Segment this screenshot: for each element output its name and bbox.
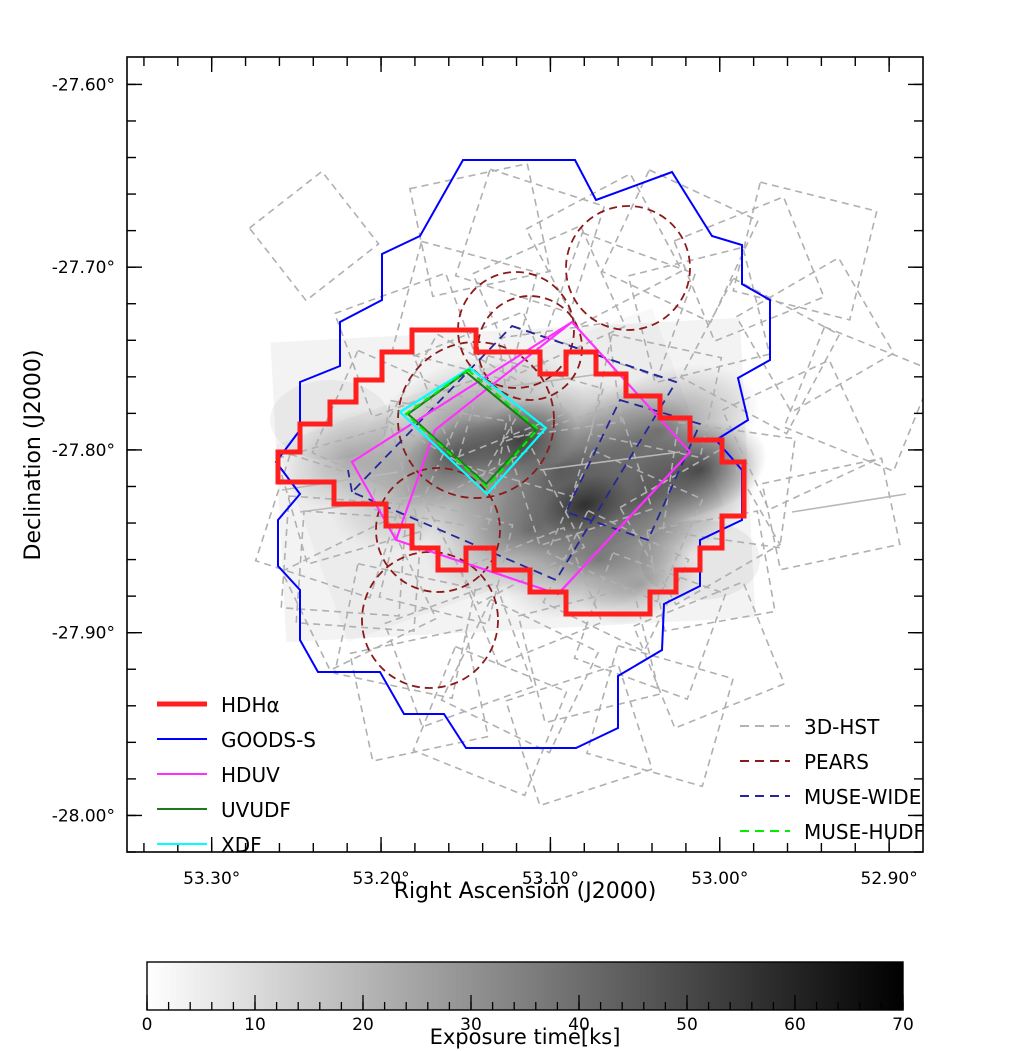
3dhst-footprints <box>248 162 923 807</box>
legend-left: HDHα GOODS-S HDUV UVUDF XDF <box>157 693 316 857</box>
colorbar: 0 10 20 30 40 50 60 70 Exposure time[ks] <box>142 961 914 1049</box>
legend-right-item: 3D-HST <box>740 715 880 739</box>
colorbar-title: Exposure time[ks] <box>430 1025 621 1049</box>
plot-content <box>248 159 923 807</box>
y-tick-label: -27.70° <box>52 258 115 278</box>
legend-label: GOODS-S <box>221 728 316 752</box>
colorbar-tick-label: 50 <box>676 1015 698 1035</box>
legend-label: XDF <box>221 833 262 857</box>
hdha-footprint <box>275 327 747 617</box>
x-axis-title: Right Ascension (J2000) <box>394 879 657 904</box>
legend-left-item: XDF <box>157 833 262 857</box>
colorbar-tick-label: 20 <box>352 1015 374 1035</box>
colorbar-tick-label: 60 <box>784 1015 806 1035</box>
y-tick-label: -27.90° <box>52 624 115 644</box>
y-tick-label: -27.80° <box>52 441 115 461</box>
legend-label: PEARS <box>804 750 869 774</box>
axis-tick-labels: 53.30° 53.20° 53.10° 53.00° 52.90° -27.60° -27… <box>52 75 918 889</box>
colorbar-tick-labels: 0 10 20 30 40 50 60 70 <box>142 1015 914 1035</box>
x-tick-label: 52.90° <box>861 869 918 889</box>
legend-left-item: GOODS-S <box>157 728 316 752</box>
legend-right-item: MUSE-WIDE <box>740 785 921 809</box>
xdf-footprint <box>398 366 548 496</box>
muse-wide-footprint <box>347 324 702 582</box>
x-tick-label: 53.20° <box>352 869 409 889</box>
axis-ticks <box>127 57 923 853</box>
legend-label: UVUDF <box>221 798 291 822</box>
colorbar-tick-label: 10 <box>244 1015 266 1035</box>
colorbar-tick-label: 0 <box>142 1015 153 1035</box>
y-tick-label: -28.00° <box>52 806 115 826</box>
colorbar-tick-label: 30 <box>460 1015 482 1035</box>
legend-left-item: UVUDF <box>157 798 291 822</box>
legend-label: HDUV <box>221 763 280 787</box>
legend-label: 3D-HST <box>804 715 880 739</box>
legend-left-item: HDUV <box>157 763 280 787</box>
goods-s-footprint <box>274 159 771 749</box>
hduv-footprint <box>350 320 692 596</box>
colorbar-tick-label: 70 <box>892 1015 914 1035</box>
legend-label: HDHα <box>221 693 280 717</box>
x-tick-label: 53.30° <box>183 869 240 889</box>
legend-right-item: MUSE-HUDF <box>740 820 925 844</box>
legend-left-item: HDHα <box>157 693 280 717</box>
colorbar-gradient <box>146 961 904 1011</box>
colorbar-tick-label: 40 <box>568 1015 590 1035</box>
legend-label: MUSE-HUDF <box>804 820 925 844</box>
muse-hudf-footprint <box>404 368 540 489</box>
legend-right-item: PEARS <box>740 750 869 774</box>
x-tick-label: 53.10° <box>522 869 579 889</box>
y-axis-title: Declination (J2000) <box>21 350 46 561</box>
colorbar-ticks <box>146 995 904 1010</box>
axes-frame <box>126 56 924 853</box>
legend-label: MUSE-WIDE <box>804 785 921 809</box>
legend-right: 3D-HST PEARS MUSE-WIDE MUSE-HUDF <box>740 715 925 844</box>
x-tick-label: 53.00° <box>691 869 748 889</box>
y-tick-label: -27.60° <box>52 75 115 95</box>
